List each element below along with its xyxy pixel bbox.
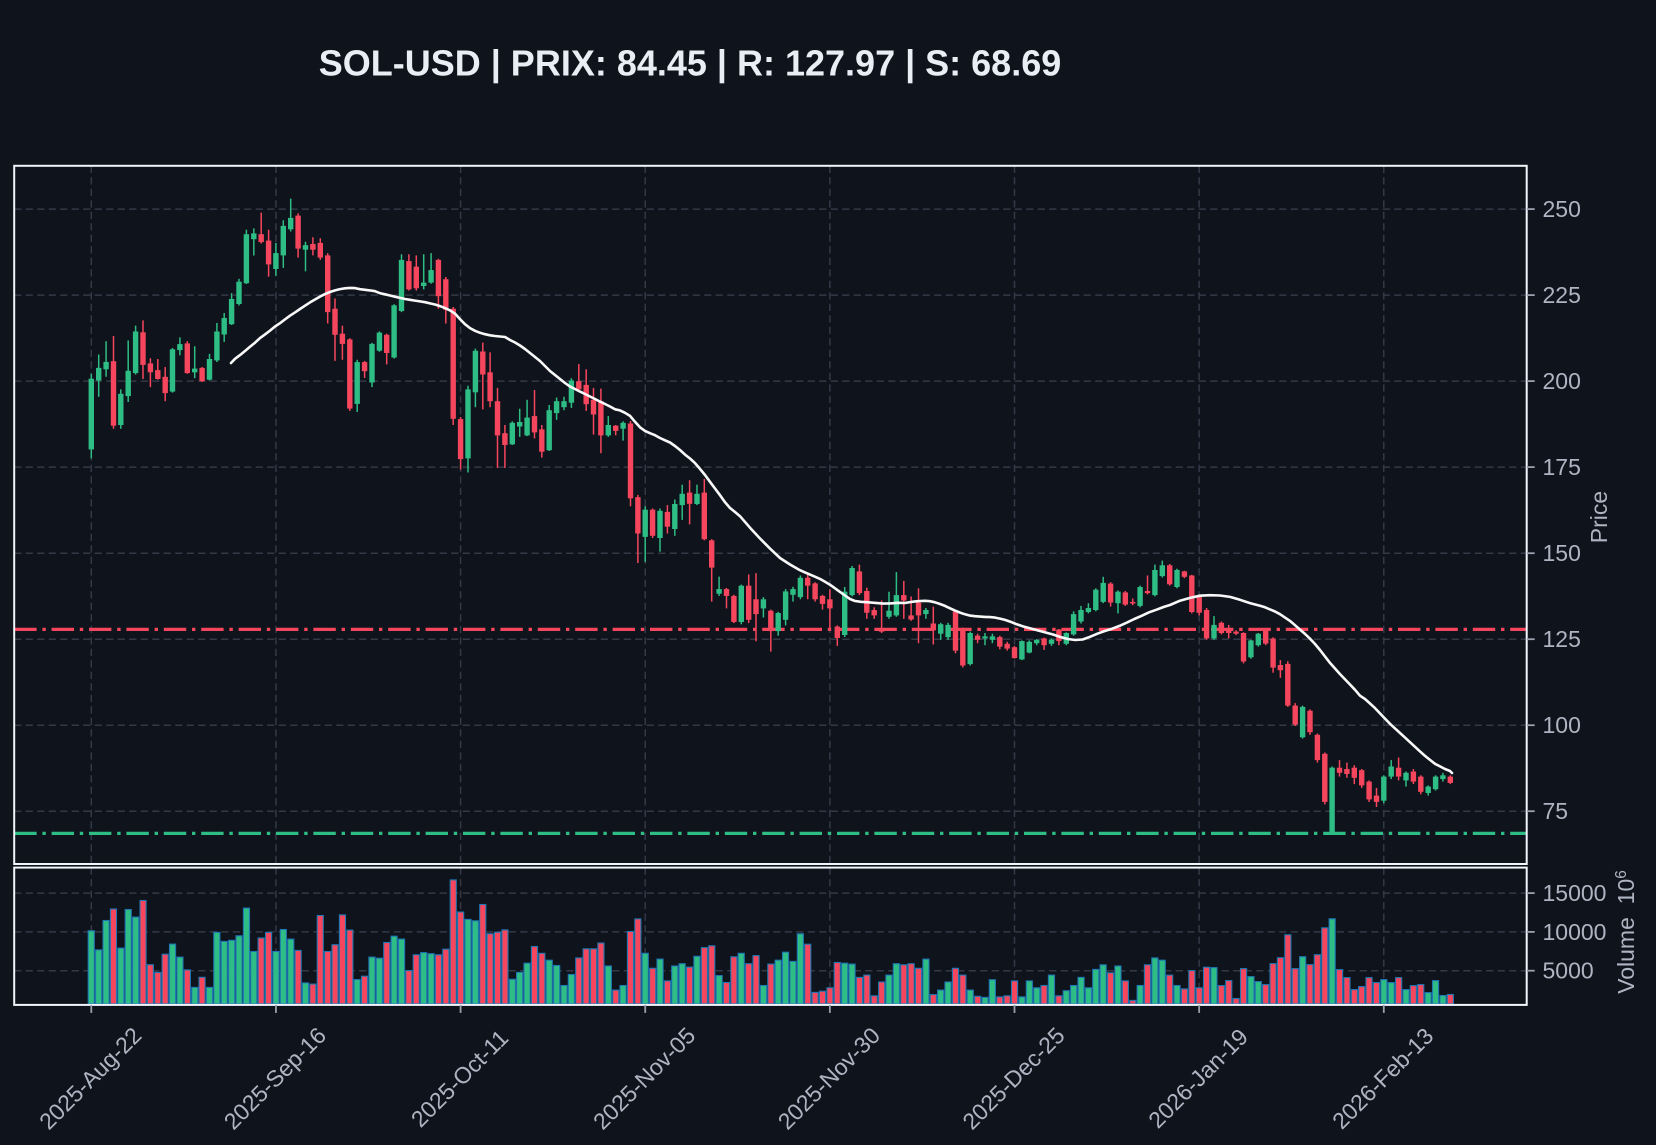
svg-text:125: 125 [1543,626,1581,652]
svg-text:15000: 15000 [1543,880,1607,906]
svg-text:150: 150 [1543,540,1581,566]
svg-text:Volume 106: Volume 106 [1613,870,1639,994]
svg-text:SOL-USD | PRIX: 84.45 | R: 127: SOL-USD | PRIX: 84.45 | R: 127.97 | S: 6… [319,43,1062,85]
svg-text:10000: 10000 [1543,919,1607,945]
svg-text:5000: 5000 [1543,958,1594,984]
svg-text:100: 100 [1543,712,1581,738]
svg-text:200: 200 [1543,368,1581,394]
svg-text:75: 75 [1543,798,1569,824]
svg-text:Price: Price [1586,491,1612,543]
svg-text:175: 175 [1543,454,1581,480]
svg-text:225: 225 [1543,282,1581,308]
svg-text:250: 250 [1543,196,1581,222]
